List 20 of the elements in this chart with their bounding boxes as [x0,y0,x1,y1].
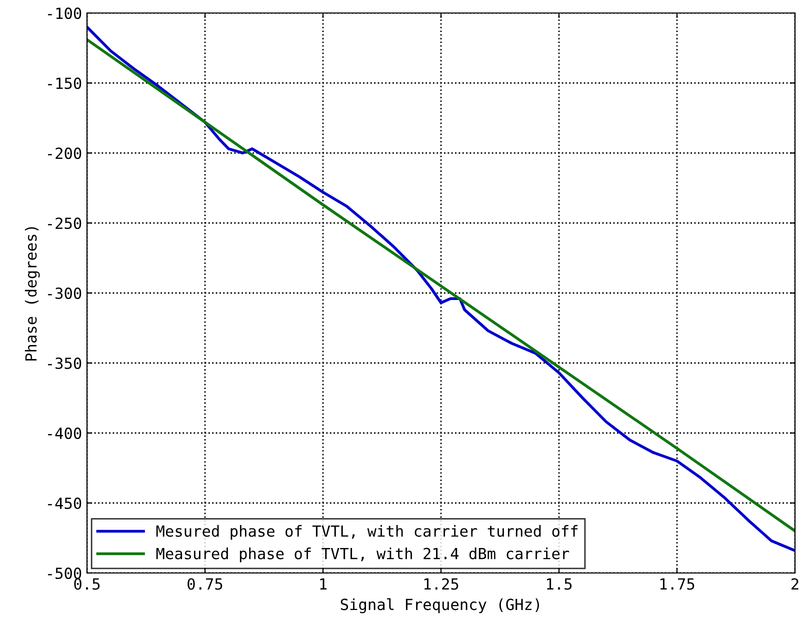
y-tick-label: -500 [48,568,82,580]
y-tick-label: -300 [48,288,82,300]
y-tick-label: -250 [48,218,82,230]
y-axis-title: Phase (degrees) [24,227,40,361]
y-tick-label: -400 [48,428,82,440]
x-tick-label: 2 [792,578,798,590]
x-tick-label: 0.5 [74,578,100,590]
x-tick-label: 1.5 [547,578,572,590]
legend-label: Mesured phase of TVTL, with carrier turned off [156,525,578,540]
y-tick-label: -150 [48,78,82,90]
y-tick-label: -350 [48,358,82,370]
y-tick-label: -200 [48,148,82,160]
x-tick-label: 1.25 [424,578,458,590]
x-tick-label: 0.75 [188,578,222,590]
x-axis-title: Signal Frequency (GHz) [340,598,540,614]
y-tick-label: -100 [48,8,82,20]
x-tick-label: 1.75 [660,578,694,590]
y-tick-label: -450 [48,498,82,510]
x-tick-label: 1 [320,578,327,590]
legend-label: Measured phase of TVTL, with 21.4 dBm carrier [156,548,570,562]
